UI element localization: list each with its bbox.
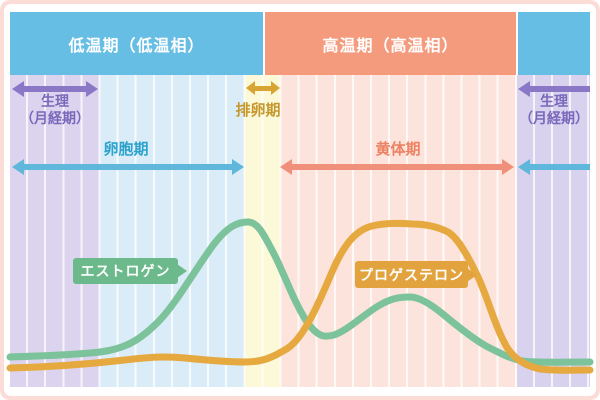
callout-pointer-icon: [467, 267, 477, 282]
menstruation-arrow: [12, 81, 98, 97]
arrow-right-head-icon: [502, 159, 514, 175]
follicular-arrow: [12, 159, 244, 175]
arrow-left-head-icon: [280, 159, 292, 175]
high-temp-header-label: 高温期（高温相）: [322, 37, 459, 55]
zone-follicular: [99, 75, 244, 387]
estrogen-callout: エストロゲン: [73, 258, 187, 284]
follicular-arrow-next: [518, 159, 590, 175]
follicular-label: 卵胞期: [103, 141, 149, 158]
luteal-label: 黄体期: [375, 141, 421, 158]
zone-ovulation: [244, 75, 280, 387]
arrow-right-head-icon: [232, 159, 244, 175]
low-temp-header: 低温期（低温相）: [10, 12, 263, 75]
arrow-right-head-icon: [86, 81, 98, 97]
menstruation-label: 生理 （月経期）: [20, 93, 90, 126]
menstruation-arrow-next: [518, 81, 590, 97]
ovulation-label: 排卵期: [235, 102, 281, 119]
progesterone-callout: プロゲステロン: [355, 261, 477, 288]
arrow-left-head-icon: [246, 81, 255, 95]
luteal-arrow: [280, 159, 514, 175]
low-temp-header-label: 低温期（低温相）: [68, 37, 205, 55]
arrow-left-head-icon: [518, 159, 530, 175]
arrow-left-head-icon: [518, 81, 530, 97]
arrow-left-head-icon: [12, 81, 24, 97]
low-temp-header-next-cycle: [518, 12, 590, 75]
menstruation-label-next: 生理 （月経期）: [519, 93, 589, 126]
arrow-right-head-icon: [271, 81, 280, 95]
zone-luteal: [280, 75, 517, 387]
ovulation-arrow: [246, 81, 280, 95]
high-temp-header: 高温期（高温相）: [265, 12, 516, 75]
arrow-left-head-icon: [12, 159, 24, 175]
callout-pointer-icon: [177, 264, 187, 278]
